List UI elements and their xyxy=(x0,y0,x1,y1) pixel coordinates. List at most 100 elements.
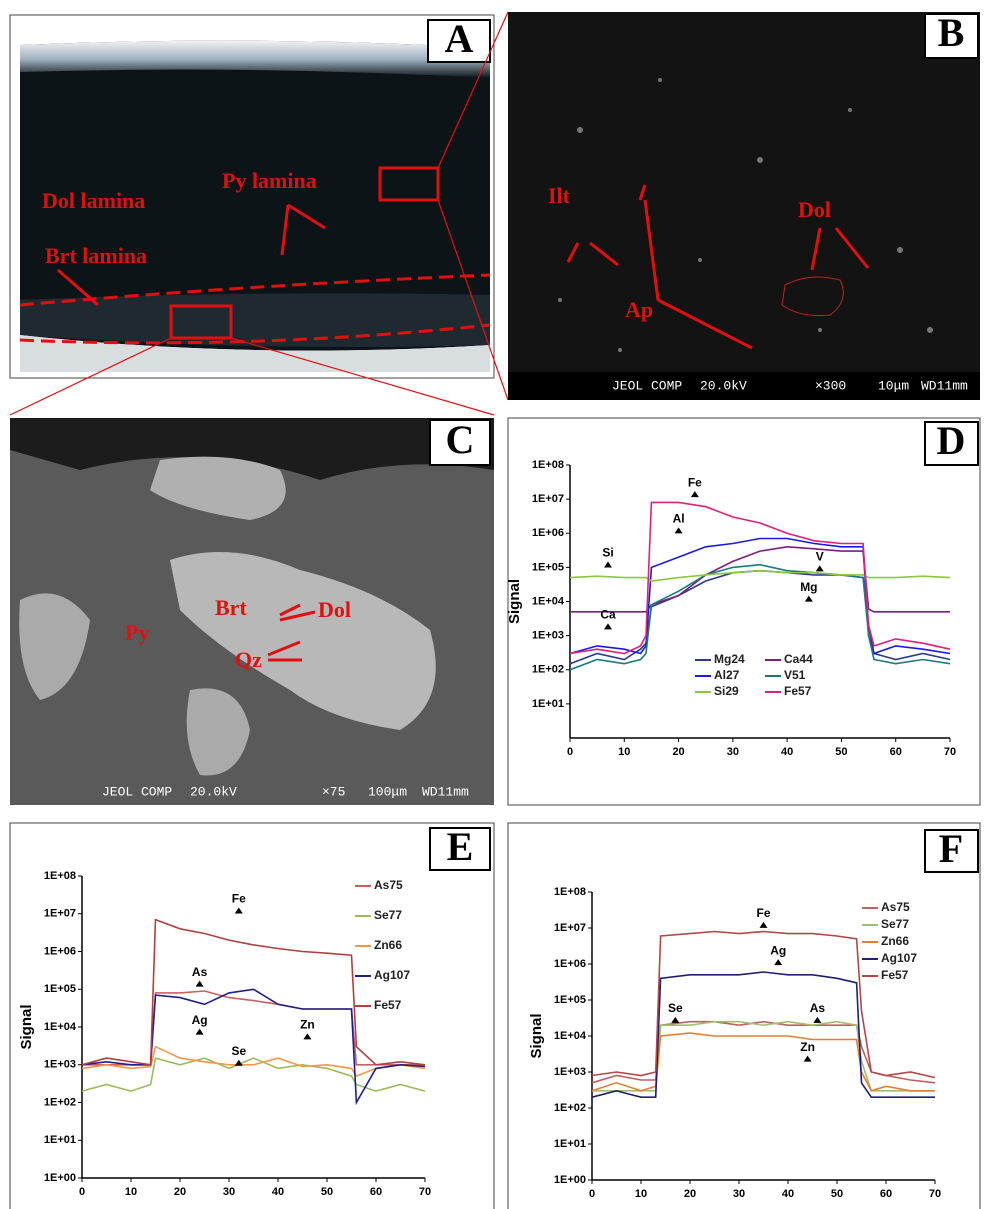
y-tick-label: 1E+01 xyxy=(532,698,564,710)
y-tick-label: 1E+05 xyxy=(554,994,586,1006)
y-tick-label: 1E+02 xyxy=(532,664,564,676)
y-axis-label: Signal xyxy=(528,1013,545,1058)
y-tick-label: 1E+02 xyxy=(554,1102,586,1114)
legend-label: Al27 xyxy=(714,668,740,682)
annotation: Fe xyxy=(232,892,246,906)
legend-label: As75 xyxy=(881,900,910,914)
x-tick-label: 50 xyxy=(321,1186,333,1198)
panel-frame xyxy=(508,823,980,1209)
x-tick-label: 40 xyxy=(782,1188,794,1200)
x-tick-label: 70 xyxy=(419,1186,431,1198)
annotation: As xyxy=(192,965,208,979)
sem-info: WD11mm xyxy=(422,784,469,799)
image-label: Ap xyxy=(625,297,653,322)
image-label: Qz xyxy=(235,647,262,672)
x-tick-label: 20 xyxy=(174,1186,186,1198)
legend-label: Ag107 xyxy=(881,951,917,965)
x-tick-label: 70 xyxy=(944,746,956,758)
x-tick-label: 10 xyxy=(125,1186,137,1198)
legend-label: Si29 xyxy=(714,684,739,698)
panel-letter: B xyxy=(938,10,965,55)
y-axis-label: Signal xyxy=(506,579,523,624)
x-tick-label: 30 xyxy=(223,1186,235,1198)
legend-label: Se77 xyxy=(881,917,909,931)
x-tick-label: 10 xyxy=(618,746,630,758)
legend-label: Fe57 xyxy=(374,998,402,1012)
x-tick-label: 30 xyxy=(733,1188,745,1200)
image-label: Dol xyxy=(318,597,351,622)
panel-letter: C xyxy=(446,417,475,462)
sem-info: 100μm xyxy=(368,784,407,799)
annotation: V xyxy=(816,550,824,564)
y-tick-label: 1E+06 xyxy=(532,527,564,539)
annotation: Zn xyxy=(300,1018,315,1032)
panel-letter: E xyxy=(447,824,474,869)
image-label: Ilt xyxy=(548,183,571,208)
annotation: Ag xyxy=(192,1013,208,1027)
legend-label: Fe57 xyxy=(784,684,812,698)
annotation: As xyxy=(810,1001,826,1015)
y-tick-label: 1E+07 xyxy=(554,922,586,934)
y-tick-label: 1E+05 xyxy=(44,983,76,995)
x-tick-label: 0 xyxy=(567,746,573,758)
image-label: Dol xyxy=(798,197,831,222)
brt-zone xyxy=(20,293,490,347)
y-tick-label: 1E+03 xyxy=(532,630,564,642)
sem-info: 20.0kV xyxy=(700,378,747,393)
image-label: Brt lamina xyxy=(45,243,147,268)
sem-info: 20.0kV xyxy=(190,784,237,799)
image-label: Brt xyxy=(215,595,247,620)
y-tick-label: 1E+04 xyxy=(44,1021,77,1033)
annotation: Fe xyxy=(756,906,770,920)
annotation: Mg xyxy=(800,580,817,594)
legend-label: Zn66 xyxy=(374,938,402,952)
annotation: Ca xyxy=(600,608,616,622)
y-tick-label: 1E+05 xyxy=(532,561,564,573)
x-tick-label: 50 xyxy=(835,746,847,758)
x-tick-label: 20 xyxy=(672,746,684,758)
x-tick-label: 20 xyxy=(684,1188,696,1200)
x-tick-label: 60 xyxy=(370,1186,382,1198)
x-tick-label: 60 xyxy=(880,1188,892,1200)
annotation: Se xyxy=(668,1001,683,1015)
y-tick-label: 1E+03 xyxy=(554,1066,586,1078)
y-tick-label: 1E+08 xyxy=(532,459,564,471)
x-tick-label: 40 xyxy=(781,746,793,758)
y-tick-label: 1E+06 xyxy=(554,958,586,970)
x-tick-label: 50 xyxy=(831,1188,843,1200)
sem-info: 10μm xyxy=(878,378,909,393)
panel-letter: A xyxy=(445,16,474,61)
x-tick-label: 40 xyxy=(272,1186,284,1198)
legend-label: Fe57 xyxy=(881,968,909,982)
legend-label: Ag107 xyxy=(374,968,410,982)
figure: Dol lamina Py lamina Brt lamina A Ilt Do… xyxy=(0,0,984,1209)
y-tick-label: 1E+07 xyxy=(532,493,564,505)
y-tick-label: 1E+00 xyxy=(44,1172,76,1184)
x-tick-label: 70 xyxy=(929,1188,941,1200)
legend-label: Mg24 xyxy=(714,652,745,666)
panel-letter: D xyxy=(937,418,966,463)
x-tick-label: 60 xyxy=(890,746,902,758)
y-tick-label: 1E+06 xyxy=(44,945,76,957)
annotation: Zn xyxy=(800,1040,815,1054)
sem-info: JEOL COMP xyxy=(612,378,682,393)
annotation: Al xyxy=(673,512,685,526)
x-tick-label: 0 xyxy=(79,1186,85,1198)
legend-label: V51 xyxy=(784,668,806,682)
annotation: Se xyxy=(231,1044,246,1058)
y-tick-label: 1E+01 xyxy=(554,1138,586,1150)
panel-b: Ilt Dol Ap JEOL COMP 20.0kV ×300 10μm WD… xyxy=(508,10,980,400)
sem-info: WD11mm xyxy=(921,378,968,393)
legend-label: Ca44 xyxy=(784,652,813,666)
y-axis-label: Signal xyxy=(18,1004,35,1049)
annotation: Fe xyxy=(688,475,702,489)
legend-label: Se77 xyxy=(374,908,402,922)
y-tick-label: 1E+00 xyxy=(554,1174,586,1186)
sem-image xyxy=(508,12,980,400)
sem-info: JEOL COMP xyxy=(102,784,172,799)
annotation: Ag xyxy=(770,943,786,957)
y-tick-label: 1E+02 xyxy=(44,1096,76,1108)
annotation: Si xyxy=(602,546,613,560)
panel-letter: F xyxy=(939,826,963,871)
y-tick-label: 1E+07 xyxy=(44,908,76,920)
